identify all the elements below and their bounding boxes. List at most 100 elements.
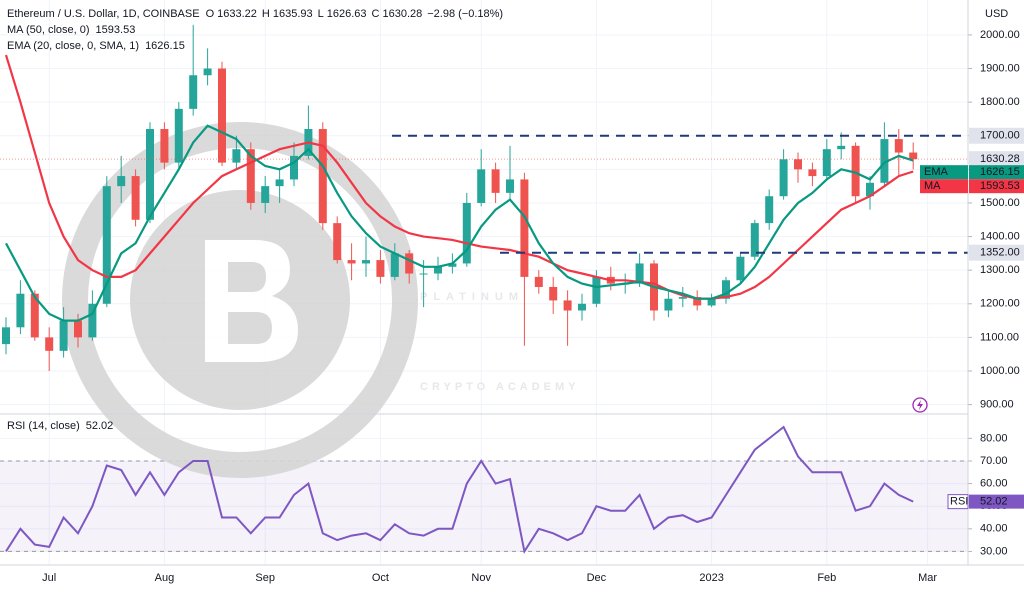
panel-title: RSI (14, close) [7, 420, 80, 432]
candle-body [635, 263, 644, 284]
candle-body [462, 202, 471, 264]
rsi-header-value: 52.02 [86, 420, 114, 432]
watermark: PLATINUM CRYPTO ACADEMY [62, 122, 576, 478]
candle-body [261, 186, 270, 203]
candle-body [160, 129, 169, 163]
flash-icon [912, 397, 928, 413]
x-tick-label: Aug [155, 572, 175, 584]
indicator-tag-value: 1593.53 [980, 180, 1020, 192]
candle-body [246, 149, 255, 203]
y-tick-label: 1300.00 [980, 264, 1020, 276]
x-tick-label: Nov [471, 572, 491, 584]
y-tick-label: 30.00 [980, 545, 1008, 557]
candle-body [390, 253, 399, 277]
candle-body [678, 297, 687, 299]
candle-body [448, 263, 457, 267]
candle-body [894, 139, 903, 153]
ohlc-change: −2.98 (−0.18%) [427, 8, 503, 20]
rsi-line [5, 425, 914, 555]
y-tick-label: 1200.00 [980, 298, 1020, 310]
indicator-tag [969, 165, 1024, 180]
indicator-tag [969, 179, 1024, 194]
y-tick-label: 1100.00 [980, 331, 1019, 343]
candle-body [59, 320, 68, 351]
candle-body [765, 196, 774, 224]
indicator-line [4, 54, 914, 300]
candle-body [851, 145, 860, 197]
tag-layer: 900.00 1000.00 1100.00 1200.00 1300.00 1400.0… [7, 8, 1024, 584]
candle-body [419, 273, 428, 275]
logo-glyph [205, 240, 298, 362]
candle-body [578, 303, 586, 311]
indicator-tag-name: MA [924, 180, 941, 192]
ohlc-label: H [262, 8, 270, 20]
level-tag [969, 244, 1024, 261]
indicator-tag [920, 165, 968, 180]
candle-body [189, 75, 198, 109]
y-tick-label: 1400.00 [980, 230, 1020, 242]
y-tick-label: 1900.00 [980, 62, 1020, 74]
legend-name: EMA (20, close, 0, SMA, 1) [7, 40, 139, 52]
price-tag [969, 151, 1024, 168]
level-tag [969, 127, 1024, 144]
ohlc-label: O [206, 8, 215, 20]
price-tag-label: 1630.28 [980, 153, 1020, 165]
candle-body [736, 256, 745, 281]
ohlc-label: L [318, 8, 324, 20]
level-tag-label: 1352.00 [980, 247, 1020, 259]
indicator-tag-value: 1626.15 [980, 166, 1020, 178]
x-tick-label: Sep [255, 572, 275, 584]
y-tick-label: 40.00 [980, 523, 1008, 535]
y-tick-label: 60.00 [980, 477, 1008, 489]
y-tick-label: 900.00 [980, 399, 1014, 411]
candle-body [506, 179, 514, 193]
legend-value: 1626.15 [145, 40, 185, 52]
candle-body [794, 159, 802, 170]
candle-body [822, 149, 831, 177]
x-tick-label: Jul [42, 572, 56, 584]
rsi-tag-name: RSI [950, 496, 968, 508]
y-tick-label: 1800.00 [980, 96, 1020, 108]
legend-name: MA (50, close, 0) [7, 24, 90, 36]
candle-body [16, 293, 25, 328]
candle-body [2, 327, 10, 345]
candle-body [218, 68, 226, 163]
candle-body [30, 293, 39, 338]
ohlc-label: C [372, 8, 380, 20]
ohlc-value: 1630.28 [382, 8, 422, 20]
candle-body [88, 303, 97, 338]
candle-body [837, 145, 846, 150]
candle-body [880, 139, 889, 183]
watermark-line: PLATINUM [420, 291, 524, 303]
candle-body [491, 169, 500, 193]
candle-body [866, 182, 874, 197]
candle-body [74, 320, 82, 338]
candle-body [232, 149, 241, 163]
chart-title: Ethereum / U.S. Dollar, 1D, COINBASE [7, 8, 200, 20]
indicator-tag-name: EMA [924, 166, 949, 178]
candle-body [362, 260, 370, 264]
logo-ring [62, 122, 418, 478]
candle-body [563, 300, 572, 311]
y-tick-label: 1500.00 [980, 197, 1020, 209]
candle-body [376, 260, 385, 277]
candle-body [722, 280, 730, 299]
ohlc-value: 1635.93 [273, 8, 313, 20]
candle-body [131, 176, 140, 220]
candle-body [707, 298, 716, 306]
legend-value: 1593.53 [96, 24, 136, 36]
candle-body [909, 152, 918, 160]
candle-body [333, 223, 342, 261]
rsi-band [0, 460, 968, 552]
candle-body [203, 68, 212, 76]
candle-body [174, 108, 183, 163]
candle-body [477, 169, 486, 203]
candle-body [275, 179, 284, 187]
candle-body [434, 266, 442, 274]
candle-body [520, 179, 529, 277]
candle-body [779, 159, 788, 197]
y-tick-label: 1000.00 [980, 365, 1020, 377]
candle-body [347, 260, 356, 264]
